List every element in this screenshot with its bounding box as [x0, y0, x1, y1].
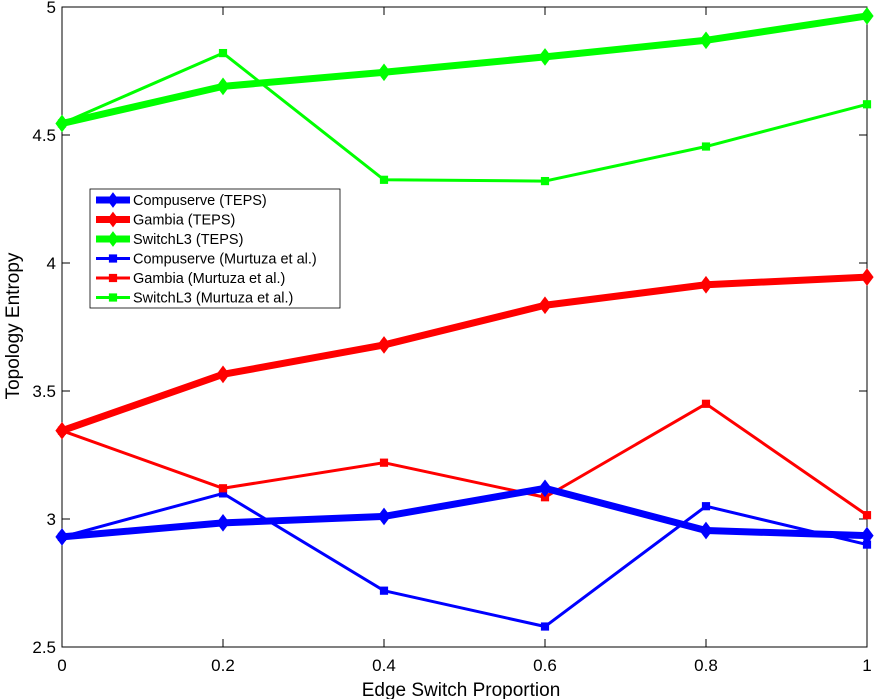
data-point: [860, 7, 874, 25]
legend-box: [89, 188, 341, 309]
series-switchl3-teps: [55, 7, 874, 133]
series-line: [60, 491, 869, 629]
x-tick-label: 0.2: [211, 656, 235, 675]
data-point: [216, 77, 230, 96]
x-tick-label: 0.4: [372, 656, 396, 675]
legend-entry: Gambia (Murtuza et al.): [96, 271, 285, 287]
legend-label: SwitchL3 (TEPS): [133, 232, 243, 248]
series-line: [58, 12, 871, 127]
y-axis-label: Topology Entropy: [3, 252, 24, 399]
data-point: [701, 142, 711, 151]
data-point: [860, 268, 874, 286]
data-point: [862, 100, 872, 109]
legend-label: Compuserve (TEPS): [133, 193, 267, 209]
data-point: [701, 502, 711, 511]
legend: Compuserve (TEPS) Gambia (TEPS) SwitchL3 (…: [89, 188, 341, 309]
data-point: [862, 511, 872, 520]
y-tick-label: 2.5: [32, 638, 56, 657]
data-point: [379, 458, 389, 467]
data-point: [218, 48, 228, 58]
series-layer: [55, 7, 874, 631]
legend-entry: SwitchL3 (TEPS): [96, 231, 243, 248]
series-line: [58, 484, 871, 541]
legend-label: Gambia (TEPS): [133, 213, 235, 229]
y-tick-label: 4.5: [32, 126, 56, 145]
data-point: [379, 586, 389, 595]
data-point: [55, 421, 69, 440]
legend-marker: [107, 192, 119, 208]
y-tick-label: 3: [47, 510, 56, 529]
data-point: [860, 526, 874, 545]
data-point: [379, 175, 389, 184]
data-point: [218, 484, 228, 493]
x-tick-label: 1: [862, 656, 871, 675]
legend-label: Compuserve (Murtuza et al.): [133, 252, 317, 268]
data-point: [540, 622, 550, 631]
series-line: [58, 273, 871, 435]
legend-marker: [107, 231, 119, 247]
x-axis: 0 0.2 0.4 0.6 0.8 1: [57, 7, 872, 675]
data-point: [377, 63, 391, 82]
data-point: [216, 365, 230, 384]
legend-entry: Compuserve (Murtuza et al.): [96, 252, 317, 268]
data-point: [377, 507, 391, 526]
legend-entry: Compuserve (TEPS): [96, 192, 267, 209]
legend-marker: [108, 293, 118, 302]
series-compuserve-teps: [55, 479, 874, 546]
data-point: [538, 479, 552, 498]
legend-marker: [107, 211, 119, 228]
y-axis: 2.5 3 3.5 4 4.5 5: [32, 0, 867, 657]
legend-entry: Gambia (TEPS): [96, 211, 235, 229]
legend-label: SwitchL3 (Murtuza et al.): [133, 291, 293, 307]
series-gambia-teps: [55, 268, 874, 440]
legend-label: Gambia (Murtuza et al.): [133, 271, 285, 287]
data-point: [55, 528, 69, 546]
data-point: [699, 275, 713, 294]
y-tick-label: 4: [47, 254, 56, 273]
legend-entry: SwitchL3 (Murtuza et al.): [96, 291, 293, 307]
y-tick-label: 5: [47, 0, 56, 17]
series-line: [60, 402, 869, 517]
data-point: [540, 176, 550, 186]
x-tick-label: 0: [57, 656, 66, 675]
data-point: [538, 296, 552, 315]
x-tick-label: 0.6: [533, 656, 557, 675]
data-point: [55, 114, 69, 133]
data-point: [699, 31, 713, 50]
data-point: [216, 514, 230, 532]
y-tick-label: 3.5: [32, 382, 56, 401]
x-axis-label: Edge Switch Proportion: [362, 680, 561, 699]
data-point: [701, 399, 711, 408]
legend-marker: [108, 273, 118, 283]
series-line: [60, 51, 869, 183]
data-point: [699, 521, 713, 540]
x-tick-label: 0.8: [694, 656, 718, 675]
legend-marker: [108, 254, 118, 263]
data-point: [538, 48, 552, 66]
data-point: [377, 336, 391, 354]
